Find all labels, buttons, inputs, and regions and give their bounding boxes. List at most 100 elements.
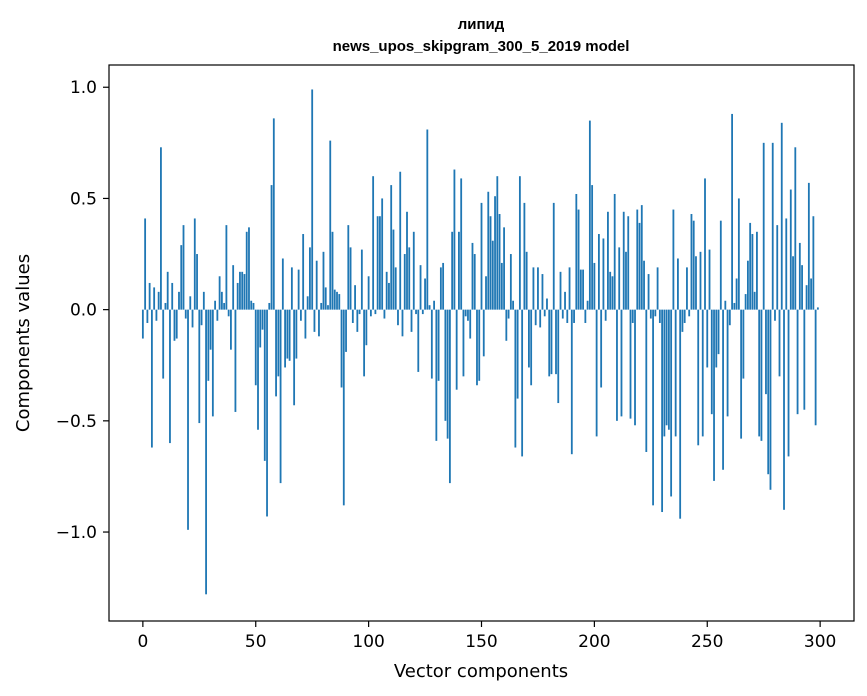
bar-265 (740, 309, 743, 439)
bar-121 (415, 309, 417, 315)
bar-9 (162, 309, 165, 379)
bar-218 (634, 309, 636, 426)
bar-94 (354, 285, 356, 310)
x-axis-label: Vector components (394, 661, 568, 682)
bar-86 (336, 291, 338, 310)
bar-162 (507, 309, 510, 319)
bar-125 (424, 278, 426, 310)
bar-252 (710, 309, 713, 415)
bar-271 (753, 291, 756, 310)
bar-10 (164, 302, 167, 310)
chart-subtitle: news_upos_skipgram_300_5_2019 model (333, 38, 630, 55)
bar-19 (184, 309, 187, 319)
bar-242 (688, 309, 691, 317)
bar-244 (692, 220, 695, 310)
bar-63 (284, 309, 286, 368)
bar-82 (327, 305, 329, 310)
bar-280 (774, 309, 776, 321)
bar-134 (444, 309, 447, 421)
bar-296 (810, 278, 813, 310)
bar-35 (220, 291, 223, 310)
bar-196 (584, 309, 587, 323)
bar-212 (620, 309, 623, 417)
bars-group (141, 89, 819, 595)
bar-181 (550, 309, 553, 375)
y-axis-ticks: −1.0 −0.5 0.0 0.5 1.0 (56, 78, 109, 543)
bar-208 (611, 276, 614, 310)
bar-52 (259, 309, 262, 348)
bar-187 (564, 291, 566, 310)
bar-20 (187, 309, 189, 530)
bar-12 (169, 309, 171, 444)
bar-269 (749, 222, 752, 310)
bar-68 (295, 309, 298, 359)
bar-282 (778, 309, 781, 377)
bar-275 (762, 142, 765, 310)
bar-182 (552, 202, 555, 310)
bar-268 (746, 260, 749, 310)
bar-11 (166, 271, 169, 310)
bar-30 (209, 309, 212, 350)
bar-248 (701, 309, 704, 437)
bar-78 (318, 309, 320, 337)
bar-97 (360, 249, 363, 310)
bar-139 (455, 309, 458, 390)
y-axis-label: Components values (13, 254, 34, 432)
bar-293 (803, 309, 806, 410)
bar-41 (234, 309, 237, 412)
bar-243 (690, 214, 693, 310)
bar-235 (672, 209, 675, 310)
bar-111 (392, 229, 395, 310)
bar-58 (272, 118, 275, 310)
bar-210 (616, 309, 618, 421)
bar-46 (245, 231, 248, 310)
bar-236 (674, 309, 677, 437)
bar-98 (363, 309, 366, 377)
bar-202 (597, 234, 600, 310)
bar-260 (728, 309, 731, 326)
bar-81 (324, 287, 327, 310)
bar-13 (171, 282, 174, 310)
bar-287 (789, 189, 792, 310)
bar-130 (435, 309, 438, 441)
bar-38 (227, 309, 230, 317)
bar-292 (801, 265, 803, 310)
bar-195 (582, 269, 584, 310)
bar-153 (487, 191, 490, 310)
bar-140 (458, 231, 460, 310)
bar-65 (288, 309, 291, 361)
bar-1 (144, 218, 147, 310)
bar-230 (661, 309, 664, 513)
bar-100 (367, 276, 370, 310)
bar-42 (236, 282, 239, 310)
bar-107 (383, 309, 386, 319)
bar-185 (559, 271, 562, 310)
bar-92 (349, 247, 352, 310)
bar-71 (302, 234, 305, 310)
bar-29 (207, 309, 210, 381)
bar-22 (191, 309, 194, 328)
bar-79 (320, 302, 323, 310)
bar-109 (388, 282, 390, 310)
bar-96 (358, 309, 361, 315)
bar-54 (263, 309, 266, 461)
bar-75 (311, 89, 314, 310)
bar-115 (401, 309, 404, 337)
bar-228 (656, 267, 659, 310)
bar-167 (518, 176, 521, 310)
bar-198 (588, 120, 591, 310)
bar-23 (193, 218, 196, 310)
bar-150 (480, 202, 483, 310)
bar-191 (573, 309, 575, 323)
bar-93 (351, 309, 354, 323)
bar-223 (645, 309, 648, 452)
bar-277 (767, 309, 770, 475)
bar-120 (412, 231, 415, 310)
bar-172 (530, 309, 533, 386)
bar-87 (338, 294, 341, 310)
bar-119 (410, 309, 413, 332)
bar-15 (175, 309, 178, 339)
bar-213 (622, 211, 625, 310)
bar-64 (286, 309, 289, 359)
bar-44 (241, 271, 244, 310)
